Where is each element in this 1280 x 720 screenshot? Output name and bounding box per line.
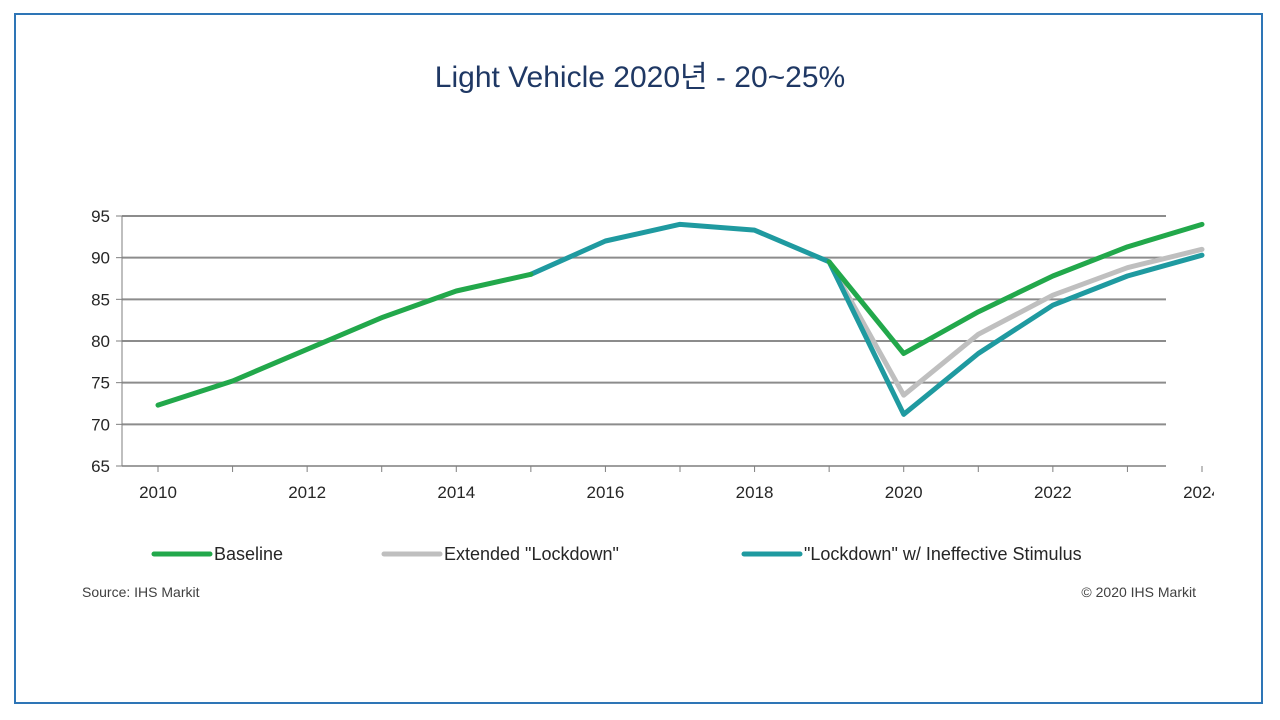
series-line-0 [826,246,1205,398]
x-tick-label: 2012 [288,483,326,502]
y-tick-label: 75 [91,374,110,393]
slide-title: Light Vehicle 2020년 - 20~25% [434,61,846,94]
x-tick-label: 2024 [1183,483,1214,502]
grid-layer [122,215,1166,467]
x-tick-label: 2022 [1034,483,1072,502]
slide-frame [14,13,1263,704]
y-tick-label: 95 [91,207,110,226]
copyright-note: © 2020 IHS Markit [1081,584,1196,600]
axis-layer: 95 90 85 80 75 70 65 2010 2012 2014 2016 2018 2020 20… [91,207,1214,502]
legend-label-1: "Lockdown" w/ Ineffective Stimulus [804,544,1082,564]
x-tick-label: 2018 [736,483,774,502]
series-line-1 [528,221,1205,417]
series-layer [155,221,1205,417]
y-tick-label: 90 [91,249,110,268]
legend-layer: Baseline Extended "Lockdown" "Lockdown" w/… [151,544,1082,564]
x-tick-label: 2016 [587,483,625,502]
series-line-2 [155,271,534,408]
y-tick-label: 85 [91,290,110,309]
line-chart: 95 90 85 80 75 70 65 2010 2012 2014 2016 2018 2020 20… [82,207,1214,600]
legend-label-2: Baseline [214,544,283,564]
series-line-2 [826,221,1205,356]
x-tick-label: 2010 [139,483,177,502]
chart-panel: 95 90 85 80 75 70 65 2010 2012 2014 2016 2018 2020 20… [66,196,1214,616]
y-tick-label: 70 [91,415,110,434]
y-tick-label: 65 [91,457,110,476]
source-note: Source: IHS Markit [82,584,200,600]
x-tick-label: 2020 [885,483,923,502]
x-tick-label: 2014 [437,483,475,502]
y-tick-label: 80 [91,332,110,351]
legend-label-0: Extended "Lockdown" [444,544,619,564]
